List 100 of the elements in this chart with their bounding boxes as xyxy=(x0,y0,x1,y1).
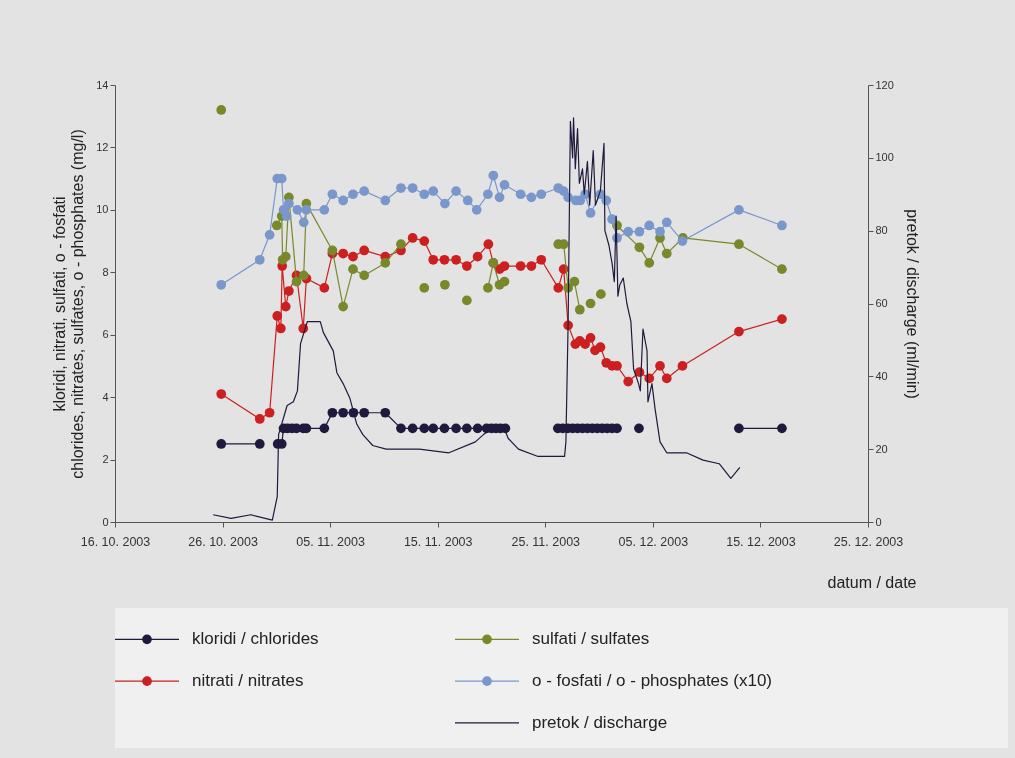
x-tick-label: 25. 12. 2003 xyxy=(833,534,904,549)
point xyxy=(585,332,596,343)
point xyxy=(553,283,564,293)
point xyxy=(348,251,358,262)
point xyxy=(291,276,302,287)
point xyxy=(471,204,482,215)
point xyxy=(777,264,787,275)
y2-tick-label: 100 xyxy=(875,151,894,164)
point xyxy=(472,251,483,262)
point xyxy=(284,198,294,209)
point xyxy=(359,407,370,418)
point xyxy=(595,342,606,353)
point xyxy=(298,217,309,228)
point xyxy=(777,314,787,324)
point xyxy=(451,423,461,434)
point xyxy=(271,220,282,231)
x-axis-title: datum / date xyxy=(827,573,917,591)
point xyxy=(634,242,645,253)
point xyxy=(428,186,439,196)
y2-tick-label: 40 xyxy=(875,369,888,382)
point xyxy=(451,254,461,265)
point xyxy=(661,248,672,259)
point xyxy=(655,361,665,371)
y-tick-label: 4 xyxy=(102,390,109,403)
point xyxy=(661,217,672,228)
legend-label: nitrati / nitrates xyxy=(192,671,304,691)
y-tick-label: 0 xyxy=(102,515,109,528)
point xyxy=(661,373,672,384)
x-tick-label: 05. 11. 2003 xyxy=(296,534,365,549)
point xyxy=(254,254,265,265)
y2-tick-label: 80 xyxy=(875,224,888,237)
point xyxy=(407,423,418,434)
legend-label: kloridi / chlorides xyxy=(192,629,319,649)
point xyxy=(292,204,303,215)
point xyxy=(301,204,312,215)
point xyxy=(499,276,510,287)
point xyxy=(327,407,338,418)
x-tick-label: 05. 12. 2003 xyxy=(618,534,689,549)
point xyxy=(359,245,370,256)
point xyxy=(284,286,294,296)
point xyxy=(338,301,349,312)
point xyxy=(734,326,744,337)
point xyxy=(216,279,227,290)
point xyxy=(595,289,606,299)
point xyxy=(536,189,547,200)
point xyxy=(461,261,472,271)
point xyxy=(580,339,591,349)
x-tick-label: 16. 10. 2003 xyxy=(80,534,151,549)
point xyxy=(419,423,430,434)
point xyxy=(451,186,461,196)
point xyxy=(536,254,547,265)
point xyxy=(585,298,596,309)
point xyxy=(380,195,391,206)
point xyxy=(462,195,473,206)
x-tick-label: 25. 11. 2003 xyxy=(511,534,581,549)
legend-label: sulfati / sulfates xyxy=(532,629,650,649)
point xyxy=(439,254,450,265)
point xyxy=(515,261,526,271)
point xyxy=(655,226,665,237)
point xyxy=(526,192,537,203)
point xyxy=(677,361,688,371)
point xyxy=(574,304,585,315)
point xyxy=(623,376,634,387)
point xyxy=(483,189,493,200)
point xyxy=(254,414,265,424)
point xyxy=(439,423,450,434)
y2-tick-label: 0 xyxy=(875,515,882,528)
point xyxy=(734,204,744,215)
y2-axis-title: pretok / discharge (ml/min) xyxy=(903,209,921,399)
point xyxy=(734,423,744,434)
point xyxy=(419,283,430,293)
point xyxy=(461,295,472,306)
point xyxy=(319,204,330,215)
point xyxy=(275,323,286,334)
point xyxy=(254,439,265,449)
point xyxy=(419,189,430,200)
point xyxy=(483,239,494,250)
point xyxy=(396,423,406,434)
point xyxy=(359,186,370,196)
point xyxy=(264,229,275,240)
point xyxy=(644,258,655,268)
point xyxy=(499,180,510,190)
legend-label: o - fosfati / o - phosphates (x10) xyxy=(532,671,773,691)
y-tick-label: 12 xyxy=(96,140,109,153)
point xyxy=(327,189,338,200)
point xyxy=(634,226,645,237)
point xyxy=(515,189,526,200)
point xyxy=(623,226,634,237)
x-tick-label: 15. 12. 2003 xyxy=(726,534,796,549)
point xyxy=(348,189,358,200)
y-tick-label: 6 xyxy=(102,328,109,341)
point xyxy=(338,248,349,259)
point xyxy=(348,264,358,275)
point xyxy=(407,233,418,243)
point xyxy=(734,239,744,250)
point xyxy=(777,423,787,434)
point xyxy=(380,407,391,418)
y-tick-label: 2 xyxy=(102,453,109,466)
point xyxy=(380,258,391,268)
point xyxy=(494,192,505,203)
